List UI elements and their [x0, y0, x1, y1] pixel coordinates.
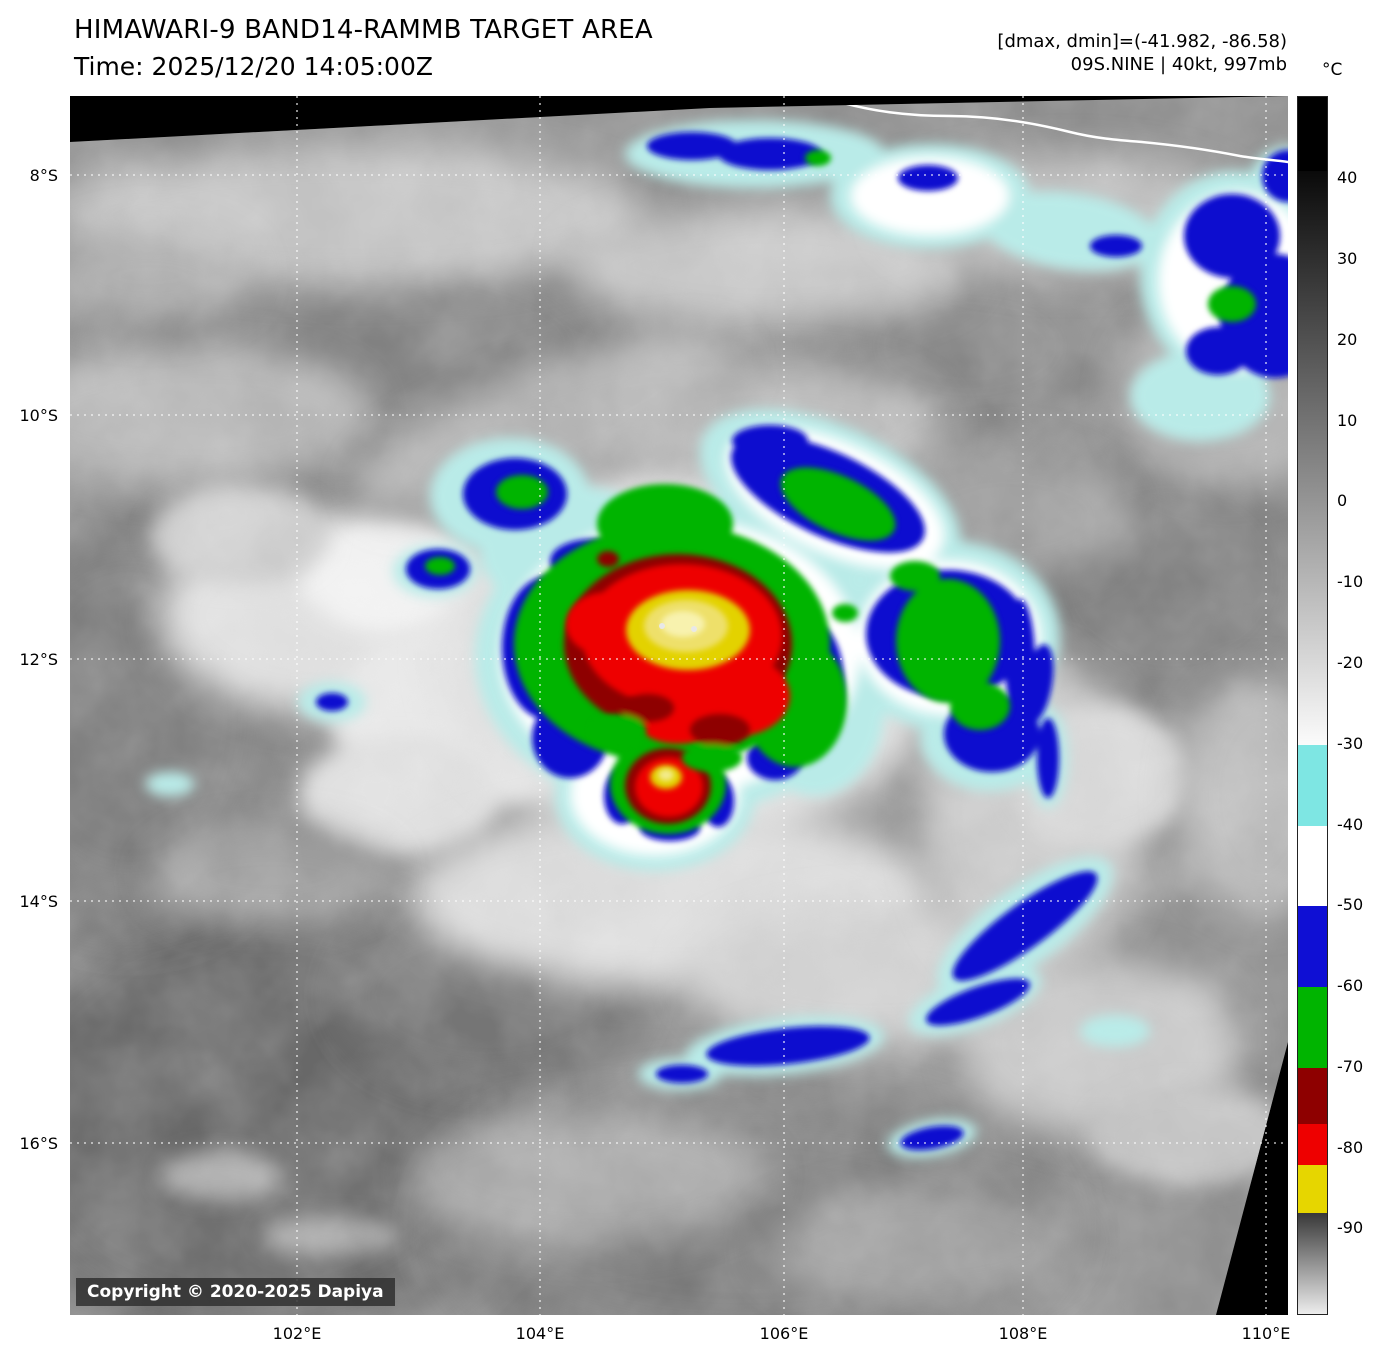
lat-label-16s: 16°S: [19, 1134, 58, 1153]
lon-label-104e: 104°E: [515, 1324, 565, 1343]
colorbar-segment: [1298, 1067, 1327, 1125]
header: HIMAWARI-9 BAND14-RAMMB TARGET AREA Time…: [74, 12, 653, 85]
colorbar-tick-label: -90: [1337, 1218, 1364, 1238]
colorbar-segment: [1298, 1124, 1327, 1166]
colorbar-segment: [1298, 906, 1327, 988]
inner-accents: [590, 694, 750, 772]
colorbar-tick-label: 20: [1337, 329, 1358, 349]
colorbar-tick-label: -40: [1337, 814, 1364, 834]
colorbar-segment: [1298, 171, 1327, 746]
colorbar-tick-label: -70: [1337, 1056, 1364, 1076]
coastline: [824, 96, 1288, 164]
timestamp: Time: 2025/12/20 14:05:00Z: [74, 52, 433, 81]
colorbar-tick-label: -50: [1337, 895, 1364, 915]
lat-label-8s: 8°S: [29, 166, 58, 185]
dmax-dmin-readout: [dmax, dmin]=(-41.982, -86.58): [997, 31, 1287, 52]
lat-label-12s: 12°S: [19, 650, 58, 669]
satellite-map: Copyright © 2020-2025 Dapiya: [70, 96, 1288, 1315]
lat-label-14s: 14°S: [19, 892, 58, 911]
lon-label-110e: 110°E: [1241, 1324, 1291, 1343]
lat-label-10s: 10°S: [19, 406, 58, 425]
colorbar-segment: [1298, 97, 1327, 172]
lon-label-108e: 108°E: [998, 1324, 1048, 1343]
lon-label-102e: 102°E: [272, 1324, 322, 1343]
colorbar-segment: [1298, 1164, 1327, 1214]
colorbar-tick-label: -30: [1337, 733, 1364, 753]
colorbar-segment: [1298, 987, 1327, 1069]
colorbar-tick-label: 10: [1337, 410, 1358, 430]
yellow-core: [626, 590, 750, 789]
satellite-image: [70, 96, 1288, 1315]
cold-cloud-enhancement: [146, 120, 1288, 1158]
storm-info: 09S.NINE | 40kt, 997mb: [1070, 54, 1287, 75]
colorbar-unit-label: °C: [1322, 60, 1343, 80]
grid-lines: [70, 96, 1288, 1315]
copyright-badge: Copyright © 2020-2025 Dapiya: [76, 1278, 395, 1306]
colorbar-tick-label: 0: [1337, 491, 1348, 511]
colorbar-tick-label: -10: [1337, 572, 1364, 592]
colorbar-tick-label: -20: [1337, 652, 1364, 672]
colorbar-segment: [1298, 825, 1327, 907]
storm-core: [564, 551, 792, 824]
header-info: [dmax, dmin]=(-41.982, -86.58) 09S.NINE …: [997, 30, 1287, 76]
colorbar: [1297, 96, 1328, 1315]
lon-label-106e: 106°E: [759, 1324, 809, 1343]
colorbar-tick-label: 30: [1337, 249, 1358, 269]
colorbar-tick-label: -60: [1337, 976, 1364, 996]
page-title: HIMAWARI-9 BAND14-RAMMB TARGET AREA: [74, 15, 653, 45]
colorbar-segment: [1298, 1213, 1327, 1314]
colorbar-tick-label: -80: [1337, 1137, 1364, 1157]
colorbar-tick-label: 40: [1337, 168, 1358, 188]
colorbar-segment: [1298, 744, 1327, 827]
